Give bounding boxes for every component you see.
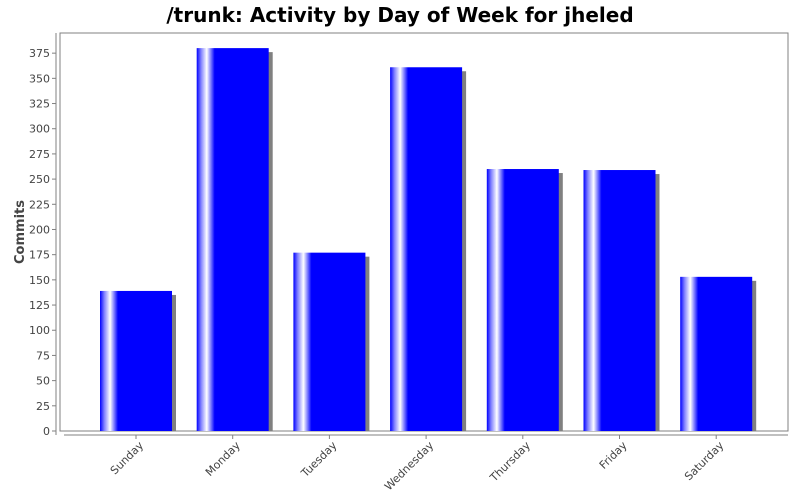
bars-group: [100, 48, 753, 432]
bar-wednesday: [390, 67, 463, 431]
y-tick-label: 350: [29, 72, 50, 85]
x-tick-label: Wednesday: [382, 439, 437, 494]
x-tick-label: Saturday: [682, 439, 727, 484]
y-tick-label: 75: [36, 349, 50, 362]
x-tick-label: Thursday: [487, 439, 533, 485]
y-tick-label: 125: [29, 299, 50, 312]
y-tick-label: 25: [36, 400, 50, 413]
y-tick-label: 0: [43, 425, 50, 438]
bar-monday: [196, 48, 269, 431]
chart-title: /trunk: Activity by Day of Week for jhel…: [166, 3, 633, 27]
y-tick-label: 375: [29, 47, 50, 60]
x-ticks-group: Sunday Monday Tuesday Wednesday Thursday Frid…: [108, 435, 727, 493]
bar-friday: [583, 170, 656, 432]
y-tick-label: 275: [29, 148, 50, 161]
y-tick-label: 300: [29, 123, 50, 136]
bar-saturday: [680, 276, 753, 431]
y-tick-label: 225: [29, 198, 50, 211]
y-tick-label: 325: [29, 98, 50, 111]
x-tick-label: Friday: [597, 439, 630, 472]
x-tick-label: Monday: [203, 439, 243, 479]
x-tick-label: Tuesday: [298, 439, 340, 481]
bar-sunday: [100, 290, 172, 431]
y-axis-label: Commits: [13, 200, 28, 264]
bar-thursday: [486, 169, 559, 431]
y-tick-label: 150: [29, 274, 50, 287]
bar-tuesday: [293, 252, 366, 431]
y-ticks-group: 0 25 50 75 100 125 150 175 200 225 250 275 300 325 350…: [29, 47, 56, 438]
x-tick-label: Sunday: [108, 439, 147, 478]
y-tick-label: 200: [29, 223, 50, 236]
y-tick-label: 50: [36, 375, 50, 388]
y-tick-label: 175: [29, 249, 50, 262]
y-tick-label: 250: [29, 173, 50, 186]
y-tick-label: 100: [29, 324, 50, 337]
